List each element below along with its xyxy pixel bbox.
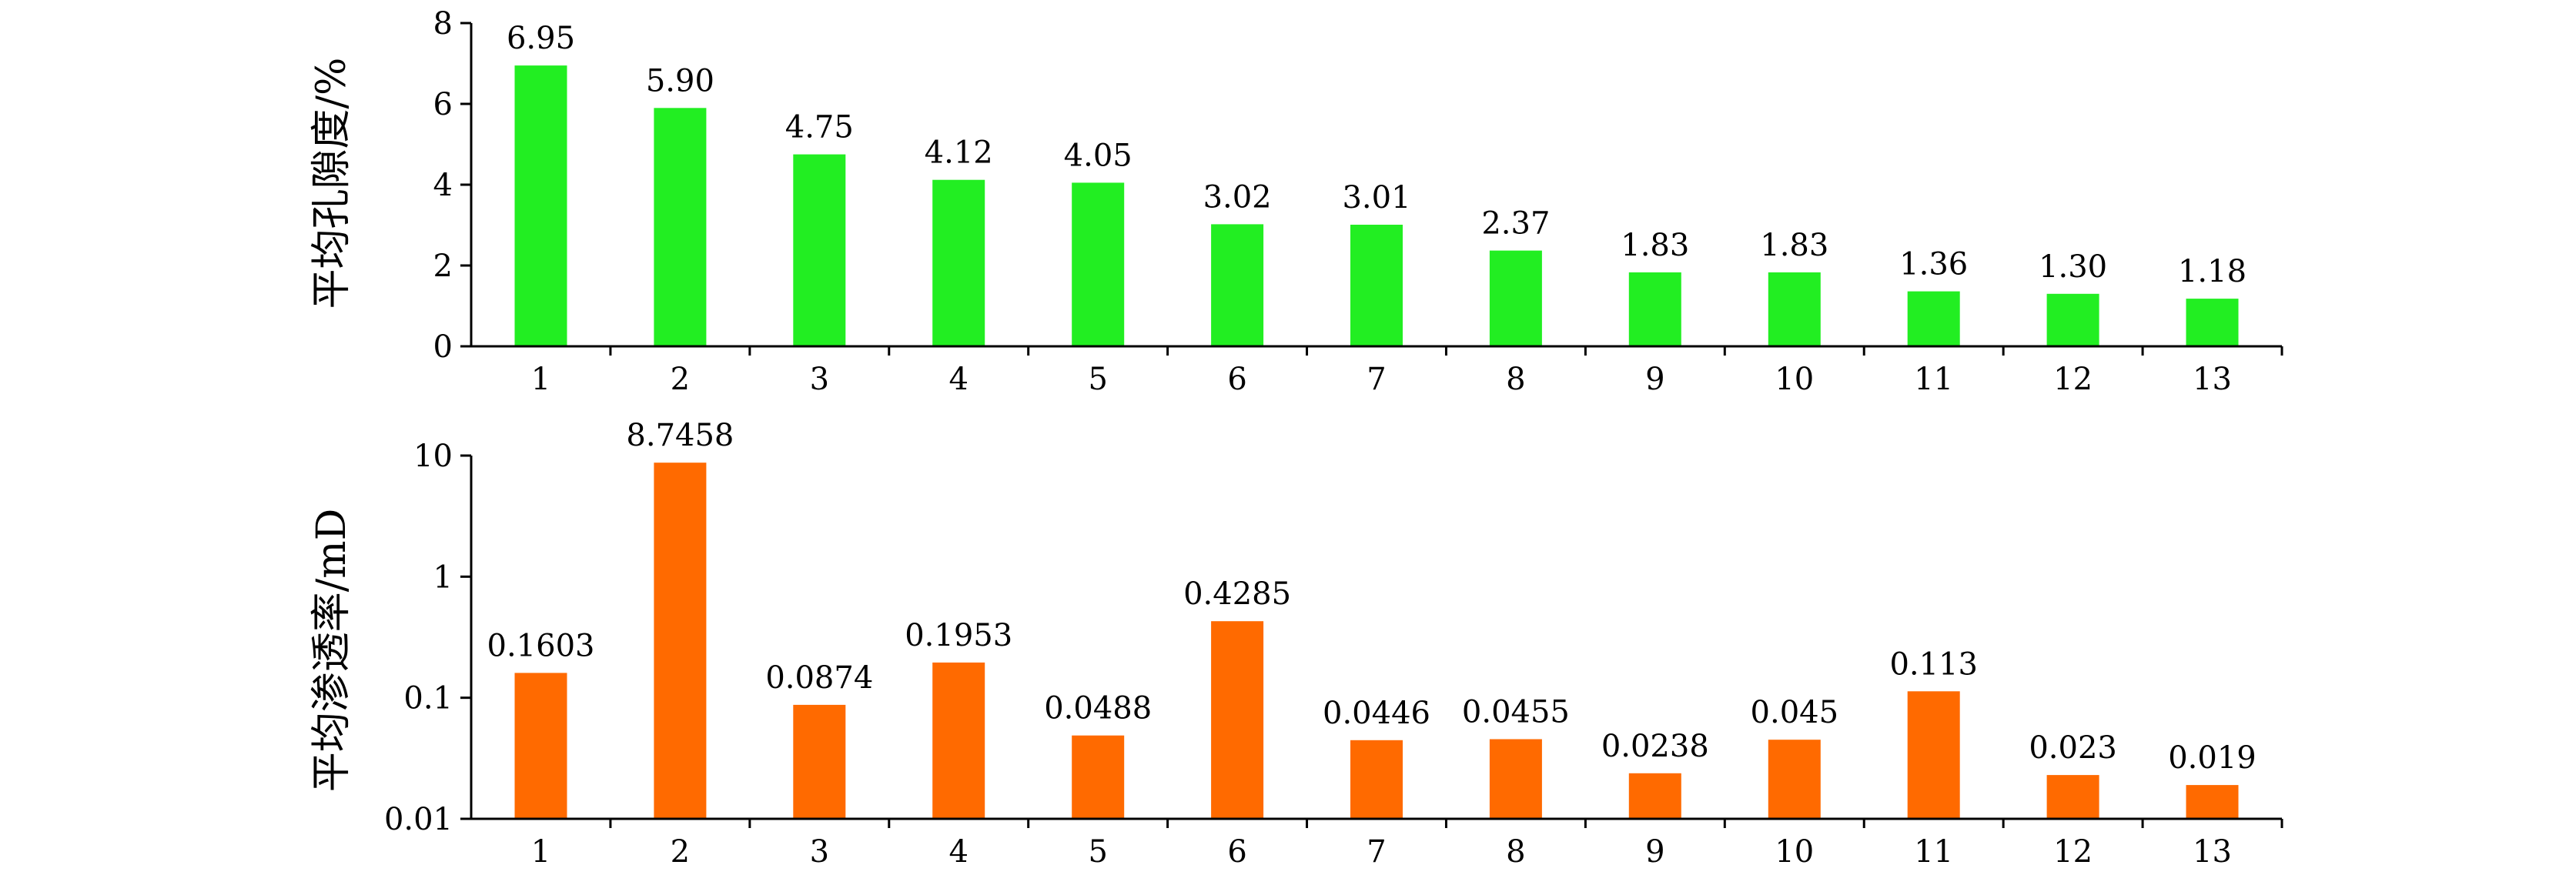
permeability-data-label: 0.0455 — [1462, 695, 1570, 730]
permeability-x-tick-label: 10 — [1775, 834, 1814, 870]
porosity-bar — [1628, 272, 1681, 346]
porosity-data-label: 6.95 — [507, 21, 575, 56]
permeability-x-tick-label: 1 — [531, 834, 550, 870]
porosity-data-label: 2.37 — [1481, 206, 1550, 242]
porosity-x-tick-label: 10 — [1775, 362, 1814, 397]
porosity-x-tick-label: 1 — [531, 362, 550, 397]
porosity-bar — [793, 154, 846, 346]
permeability-bar — [1489, 739, 1542, 819]
porosity-bar — [1489, 250, 1542, 346]
porosity-data-label: 3.01 — [1342, 180, 1410, 215]
permeability-x-tick-label: 6 — [1227, 834, 1246, 870]
permeability-x-tick-label: 8 — [1506, 834, 1525, 870]
porosity-data-label: 1.36 — [1899, 247, 1968, 282]
porosity-y-tick-label: 0 — [433, 329, 453, 365]
porosity-x-tick-label: 2 — [671, 362, 690, 397]
permeability-y-tick-label: 10 — [413, 439, 453, 474]
permeability-bar — [1907, 691, 1960, 819]
porosity-x-tick-label: 5 — [1088, 362, 1107, 397]
porosity-y-tick-label: 4 — [433, 168, 453, 203]
permeability-bar — [932, 662, 985, 819]
permeability-x-tick-label: 12 — [2053, 834, 2093, 870]
permeability-data-label: 0.0874 — [765, 660, 873, 696]
permeability-x-tick-label: 7 — [1367, 834, 1386, 870]
porosity-bar — [1907, 291, 1960, 346]
permeability-bar — [2186, 785, 2239, 819]
porosity-chart: 平均孔隙度/% 6.95 5.90 4.75 4.12 4.05 3.02 3.01 2.37… — [309, 6, 2283, 397]
permeability-bar — [2046, 775, 2099, 819]
porosity-x-tick-label: 9 — [1645, 362, 1664, 397]
porosity-y-tick-label: 2 — [433, 249, 453, 284]
porosity-data-label: 1.30 — [2039, 249, 2107, 285]
porosity-x-tick-label: 6 — [1227, 362, 1246, 397]
permeability-x-tick-label: 13 — [2193, 834, 2232, 870]
permeability-x-tick-label: 4 — [948, 834, 968, 870]
permeability-data-label: 0.019 — [2168, 740, 2257, 776]
porosity-x-tick-label: 7 — [1367, 362, 1386, 397]
porosity-x-tick-label: 8 — [1506, 362, 1525, 397]
permeability-bar — [1350, 740, 1403, 819]
permeability-y-tick-label: 0.1 — [403, 681, 453, 716]
permeability-data-label: 0.0238 — [1601, 729, 1709, 764]
permeability-x-tick-label: 3 — [810, 834, 829, 870]
porosity-bar — [1768, 272, 1821, 346]
porosity-x-tick-label: 3 — [810, 362, 829, 397]
porosity-bar — [1350, 225, 1403, 346]
porosity-data-label: 4.05 — [1064, 138, 1132, 173]
permeability-x-tick-label: 11 — [1914, 834, 1953, 870]
permeability-y-axis-label: 平均渗透率/mD — [309, 509, 355, 793]
permeability-data-label: 0.023 — [2029, 730, 2117, 766]
porosity-bar — [654, 108, 707, 347]
porosity-y-tick-label: 8 — [433, 6, 453, 42]
porosity-bar — [2046, 293, 2099, 347]
permeability-data-label: 0.045 — [1751, 695, 1839, 730]
permeability-data-label: 0.0488 — [1044, 691, 1152, 726]
permeability-x-tick-label: 9 — [1645, 834, 1664, 870]
porosity-data-label: 5.90 — [646, 63, 714, 99]
permeability-bar — [1768, 740, 1821, 819]
permeability-data-label: 0.0446 — [1323, 696, 1430, 731]
porosity-x-tick-label: 12 — [2053, 362, 2093, 397]
porosity-bar — [514, 65, 567, 346]
permeability-bar — [1211, 621, 1264, 819]
permeability-bar — [793, 704, 846, 819]
porosity-x-tick-label: 13 — [2193, 362, 2232, 397]
permeability-chart: 平均渗透率/mD 0.16038.74580.08740.19530.04880… — [309, 418, 2283, 870]
porosity-y-tick-label: 6 — [433, 87, 453, 122]
permeability-data-label: 0.1603 — [487, 628, 595, 663]
porosity-bar — [1211, 224, 1264, 346]
permeability-y-tick-label: 1 — [433, 559, 453, 595]
permeability-data-label: 0.4285 — [1183, 576, 1291, 612]
permeability-bar — [514, 673, 567, 819]
porosity-x-tick-label: 11 — [1914, 362, 1953, 397]
porosity-bar — [932, 179, 985, 346]
permeability-data-label: 0.1953 — [905, 618, 1012, 653]
permeability-data-label: 0.113 — [1889, 646, 1978, 682]
permeability-bar — [654, 463, 707, 819]
permeability-y-tick-label: 0.01 — [384, 802, 453, 837]
permeability-bar — [1072, 735, 1125, 819]
porosity-data-label: 4.75 — [785, 110, 854, 145]
permeability-data-label: 8.7458 — [626, 418, 734, 453]
permeability-bar — [1628, 773, 1681, 819]
porosity-data-label: 1.18 — [2178, 254, 2246, 289]
porosity-bar — [1072, 182, 1125, 346]
porosity-y-axis-label: 平均孔隙度/% — [309, 58, 355, 309]
porosity-data-label: 3.02 — [1203, 179, 1272, 215]
porosity-data-label: 1.83 — [1621, 228, 1689, 263]
porosity-data-label: 4.12 — [925, 135, 993, 171]
porosity-x-tick-label: 4 — [948, 362, 968, 397]
porosity-bar — [2186, 299, 2239, 346]
permeability-x-tick-label: 5 — [1088, 834, 1107, 870]
porosity-data-label: 1.83 — [1760, 228, 1828, 263]
permeability-x-tick-label: 2 — [671, 834, 690, 870]
